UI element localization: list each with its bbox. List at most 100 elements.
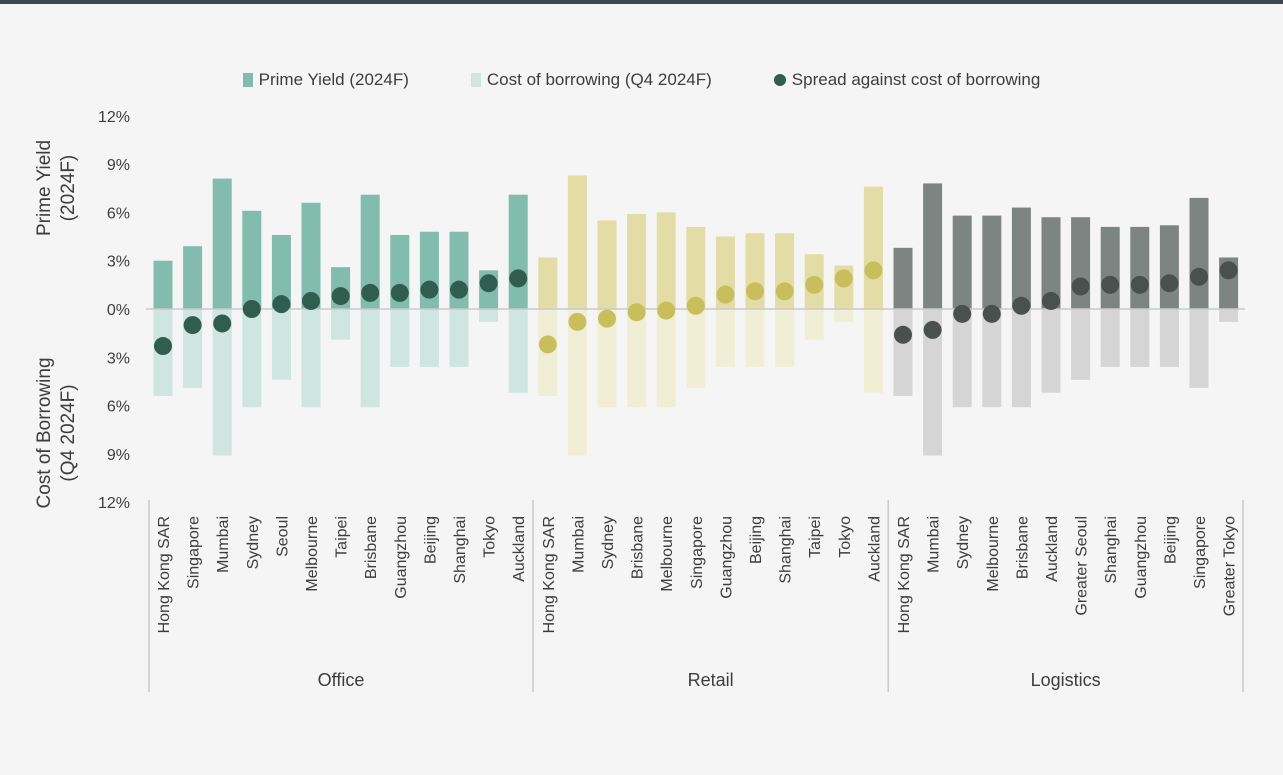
y-tick-label: 9% (107, 157, 130, 174)
spread-dot (923, 320, 942, 339)
y-tick-label: 12% (98, 495, 130, 512)
spread-dot (686, 296, 705, 315)
cost-of-borrowing-bar (479, 309, 499, 322)
spread-dot (953, 304, 972, 323)
y-axis-title-top-line: (2024F) (58, 155, 79, 222)
legend-cost-of-borrowing: Cost of borrowing (Q4 2024F) (470, 70, 712, 90)
spread-dot (331, 287, 350, 306)
prime-yield-bar (597, 220, 617, 309)
x-tick-label: Beijing (1162, 516, 1179, 564)
cost-of-borrowing-bar (597, 309, 617, 408)
x-tick-label: Auckland (866, 516, 883, 582)
x-tick-label: Singapore (1192, 516, 1209, 589)
x-tick-label: Melbourne (985, 516, 1002, 592)
y-tick-label: 3% (107, 254, 130, 271)
spread-dot (1012, 296, 1031, 315)
cost-of-borrowing-bar (1130, 309, 1150, 367)
y-axis-title-top: Prime Yield (2024F) (34, 140, 79, 236)
x-tick-label: Taipei (807, 516, 824, 558)
group-label: Logistics (1031, 670, 1101, 690)
x-tick-label: Singapore (186, 516, 203, 589)
x-tick-label: Beijing (748, 516, 765, 564)
prime-yield-bar (686, 226, 706, 309)
cost-of-borrowing-bar (301, 309, 321, 408)
cost-of-borrowing-bar (419, 309, 439, 367)
spread-dot (775, 282, 794, 301)
x-tick-label: Seoul (274, 516, 291, 557)
spread-dot (183, 316, 202, 335)
y-tick-label: 9% (107, 447, 130, 464)
x-tick-label: Brisbane (630, 516, 647, 579)
spread-dot (509, 269, 528, 288)
cost-of-borrowing-bar (627, 309, 647, 408)
prime-yield-bar (212, 178, 232, 309)
cost-of-borrowing-bar (745, 309, 765, 367)
cost-of-borrowing-bar (863, 309, 883, 393)
x-tick-label: Sydney (955, 516, 972, 569)
cost-of-borrowing-bar (567, 309, 587, 456)
prime-yield-bar (508, 194, 528, 309)
x-tick-label: Shanghai (778, 516, 795, 584)
chart-legend: Prime Yield (2024F) Cost of borrowing (Q… (0, 70, 1283, 90)
x-tick-label: Hong Kong SAR (156, 516, 173, 633)
x-tick-label: Brisbane (363, 516, 380, 579)
x-tick-label: Tokyo (837, 516, 854, 558)
legend-prime-yield: Prime Yield (2024F) (242, 70, 409, 90)
x-tick-label: Hong Kong SAR (541, 516, 558, 633)
x-tick-label: Guangzhou (718, 516, 735, 599)
y-tick-label: 0% (107, 302, 130, 319)
prime-yield-bar (1100, 226, 1120, 309)
prime-yield-bar (183, 246, 203, 309)
prime-yield-bar (301, 202, 321, 309)
cost-of-borrowing-bar (1159, 309, 1179, 367)
spread-dot (479, 274, 498, 293)
cost-of-borrowing-bar (923, 309, 943, 456)
x-tick-label: Shanghai (1103, 516, 1120, 584)
top-rule (0, 0, 1283, 4)
prime-yield-bar (952, 215, 972, 309)
spread-dot (390, 283, 409, 302)
x-tick-label: Guangzhou (1133, 516, 1150, 599)
prime-yield-bar (538, 257, 558, 309)
spread-dot (716, 285, 735, 304)
x-tick-label: Greater Tokyo (1222, 516, 1239, 616)
x-tick-label: Singapore (689, 516, 706, 589)
x-tick-label: Auckland (1044, 516, 1061, 582)
cost-of-borrowing-bar (390, 309, 410, 367)
prime-yield-bar (982, 215, 1002, 309)
prime-yield-bar (242, 210, 262, 309)
x-tick-label: Auckland (511, 516, 528, 582)
x-tick-label: Sydney (245, 516, 262, 569)
spread-dot (154, 337, 172, 356)
y-axis-title-bottom-line: (Q4 2024F) (58, 384, 79, 481)
spread-dot (361, 283, 380, 302)
cost-of-borrowing-bar (242, 309, 262, 408)
legend-cost-of-borrowing-swatch (470, 73, 481, 87)
cost-of-borrowing-bar (893, 309, 913, 396)
cost-of-borrowing-bar (804, 309, 824, 340)
y-tick-label: 6% (107, 399, 130, 416)
spread-dot (894, 325, 912, 344)
spread-dot (1101, 275, 1120, 294)
prime-yield-bar (153, 260, 173, 309)
cost-of-borrowing-bar (656, 309, 676, 408)
x-tick-label: Melbourne (304, 516, 321, 592)
legend-prime-yield-label: Prime Yield (2024F) (258, 70, 409, 89)
cost-of-borrowing-bar (508, 309, 528, 393)
spread-dot (982, 304, 1001, 323)
cost-of-borrowing-bar (1219, 309, 1239, 322)
x-tick-label: Guangzhou (393, 516, 410, 599)
cost-of-borrowing-bar (1100, 309, 1120, 367)
legend-spread: Spread against cost of borrowing (773, 70, 1040, 90)
cost-of-borrowing-bar (1071, 309, 1091, 380)
prime-yield-bar (923, 183, 943, 309)
x-tick-label: Mumbai (215, 516, 232, 573)
spread-dot (450, 280, 468, 299)
cost-of-borrowing-bar (1041, 309, 1061, 393)
prime-yield-bar (567, 175, 587, 309)
spread-dot (1160, 274, 1179, 293)
x-tick-label: Brisbane (1014, 516, 1031, 579)
cost-of-borrowing-bar (952, 309, 972, 408)
